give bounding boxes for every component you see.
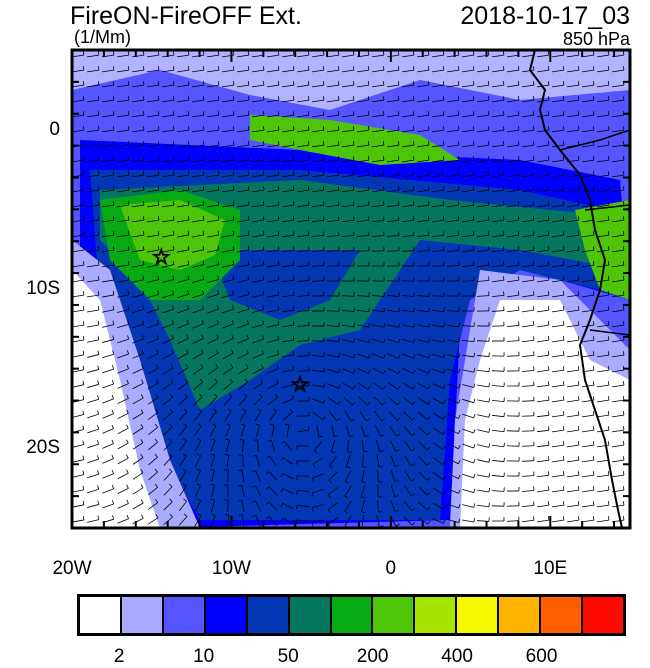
wind-vector [387, 281, 399, 282]
wind-barb [488, 261, 489, 265]
wind-barb [293, 231, 294, 235]
wind-vector [522, 416, 534, 417]
wind-barb [473, 246, 474, 250]
wind-barb [458, 231, 459, 235]
x-axis-label: 0 [386, 558, 397, 580]
wind-barb [548, 381, 549, 385]
wind-barb [293, 306, 294, 310]
x-axis-label: 10W [212, 558, 251, 580]
wind-barb [323, 201, 324, 205]
colorbar-box [583, 597, 623, 633]
wind-vector [432, 266, 444, 267]
wind-vector [312, 341, 324, 342]
colorbar-box [499, 597, 541, 633]
wind-barb [293, 216, 294, 220]
wind-barb [225, 455, 229, 456]
wind-barb [293, 246, 294, 250]
wind-vector [522, 446, 534, 447]
wind-barb [368, 201, 369, 205]
colorbar-box [206, 597, 248, 633]
colorbar-label: 200 [357, 646, 389, 668]
wind-barb [293, 321, 294, 325]
wind-barb [293, 276, 294, 280]
x-axis-label: 20W [52, 558, 91, 580]
wind-barb [489, 368, 490, 372]
wind-vector [522, 431, 534, 432]
colorbar-label: 10 [193, 646, 214, 668]
wind-vector [342, 296, 354, 297]
wind-barb [339, 338, 340, 342]
wind-barb [308, 186, 309, 190]
y-axis-label: 20S [26, 437, 60, 459]
colorbar-label: 600 [526, 646, 558, 668]
colorbar-label: 400 [441, 646, 473, 668]
colorbar-box [415, 597, 457, 633]
wind-barb [428, 216, 429, 220]
wind-barb [548, 471, 549, 475]
wind-barb [293, 201, 294, 205]
colorbar-box [541, 597, 583, 633]
colorbar-label: 2 [114, 646, 125, 668]
map-plot [0, 0, 650, 590]
y-axis-label: 10S [26, 278, 60, 300]
wind-barb [398, 201, 399, 205]
wind-barb [353, 186, 354, 190]
wind-vector [327, 311, 339, 312]
colorbar-box [332, 597, 374, 633]
colorbar [77, 594, 626, 636]
colorbar-label: 50 [278, 646, 299, 668]
wind-barb [383, 201, 384, 205]
x-axis-label: 10E [533, 558, 567, 580]
colorbar-box [457, 597, 499, 633]
colorbar-box [373, 597, 415, 633]
wind-barb [293, 291, 294, 295]
wind-barb [293, 261, 294, 265]
colorbar-box [248, 597, 290, 633]
wind-barb [308, 216, 309, 220]
wind-barb [324, 368, 325, 372]
wind-vector [357, 251, 369, 252]
colorbar-box [80, 597, 122, 633]
wind-barb [384, 308, 385, 312]
wind-vector [327, 266, 339, 267]
wind-barb [338, 201, 339, 205]
colorbar-box [164, 597, 206, 633]
colorbar-box [290, 597, 332, 633]
wind-barb [338, 186, 339, 190]
wind-barb [503, 276, 504, 280]
colorbar-box [122, 597, 164, 633]
wind-barb [429, 308, 430, 312]
wind-barb [308, 201, 309, 205]
wind-vector [432, 296, 444, 297]
wind-barb [323, 186, 324, 190]
y-axis-label: 0 [49, 119, 60, 141]
wind-barb [548, 486, 549, 490]
wind-vector [258, 440, 259, 452]
wind-barb [354, 323, 355, 327]
wind-vector [492, 326, 504, 327]
wind-barb [548, 366, 549, 370]
